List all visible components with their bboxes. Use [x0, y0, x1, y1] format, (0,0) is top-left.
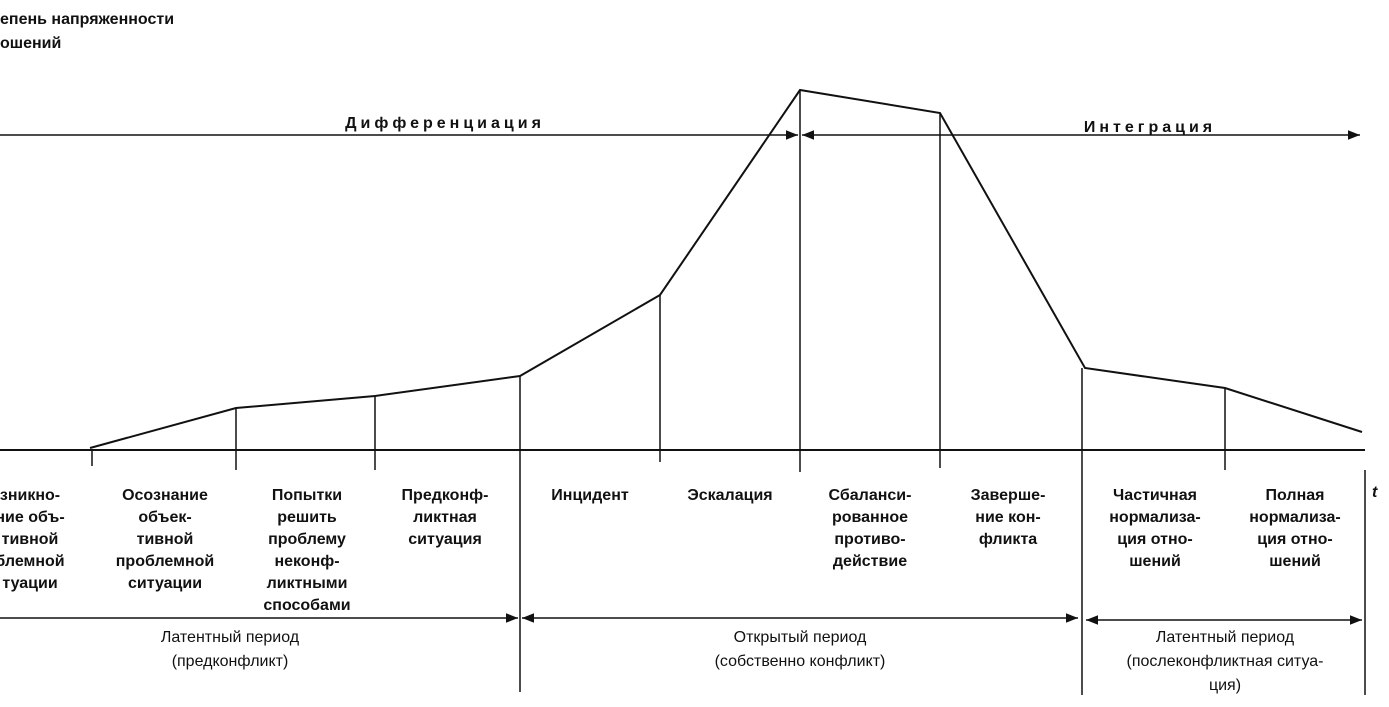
period-label: Открытый период	[734, 629, 867, 646]
period-label: Латентный период	[1156, 629, 1295, 646]
stage-label: ликтными	[267, 575, 348, 592]
stage-label: Заверше-	[971, 487, 1046, 504]
stage-label: туации	[2, 575, 57, 592]
stage-label: фликта	[979, 531, 1037, 548]
stage-label: тивной	[137, 531, 194, 548]
y-axis-label: ошений	[0, 35, 61, 52]
period-label: (собственно конфликт)	[715, 653, 886, 670]
stage-label: ситуация	[408, 531, 482, 548]
stage-label: Полная	[1266, 487, 1325, 504]
stage-label: зникно-	[0, 487, 60, 504]
stage-label: проблемной	[116, 553, 214, 570]
stage-label: Осознание	[122, 487, 208, 504]
stage-label: ликтная	[413, 509, 477, 526]
stage-label: противо-	[834, 531, 905, 548]
stage-label: Частичная	[1113, 487, 1197, 504]
stage-label: неконф-	[274, 553, 339, 570]
period-label: ция)	[1209, 677, 1241, 694]
stage-label: шений	[1269, 553, 1321, 570]
labels: епень напряженности ошений зникно-ние объ-…	[0, 11, 1341, 694]
stage-label: тивной	[2, 531, 59, 548]
period-label: Латентный период	[161, 629, 300, 646]
stage-label: ция отно-	[1117, 531, 1192, 548]
stage-label: ситуации	[128, 575, 202, 592]
stage-label: Инцидент	[551, 487, 629, 504]
stage-label: ние объ-	[0, 509, 65, 526]
stage-label: действие	[833, 553, 907, 570]
tension-curve	[89, 88, 1363, 449]
stage-label: ние кон-	[975, 509, 1040, 526]
stage-label: Сбаланси-	[829, 487, 912, 504]
stage-label: проблему	[268, 531, 346, 548]
stage-label: блемной	[0, 553, 65, 570]
period-label: (предконфликт)	[172, 653, 289, 670]
stage-label: способами	[263, 597, 350, 614]
stage-label: объек-	[138, 509, 191, 526]
phase-label: Дифференциация	[345, 115, 545, 132]
phase-label: Интеграция	[1084, 119, 1216, 136]
stage-label: шений	[1129, 553, 1181, 570]
y-axis-label: епень напряженности	[0, 11, 174, 28]
stage-label: рованное	[832, 509, 908, 526]
stage-label: Предконф-	[402, 487, 489, 504]
period-label: (послеконфликтная ситуа-	[1127, 653, 1324, 670]
stage-label: решить	[277, 509, 337, 526]
stage-label: ция отно-	[1257, 531, 1332, 548]
stage-label: Попытки	[272, 487, 342, 504]
stage-label: Эскалация	[687, 487, 772, 504]
x-axis-label: t	[1372, 484, 1378, 501]
stage-label: нормализа-	[1249, 509, 1341, 526]
stage-label: нормализа-	[1109, 509, 1201, 526]
